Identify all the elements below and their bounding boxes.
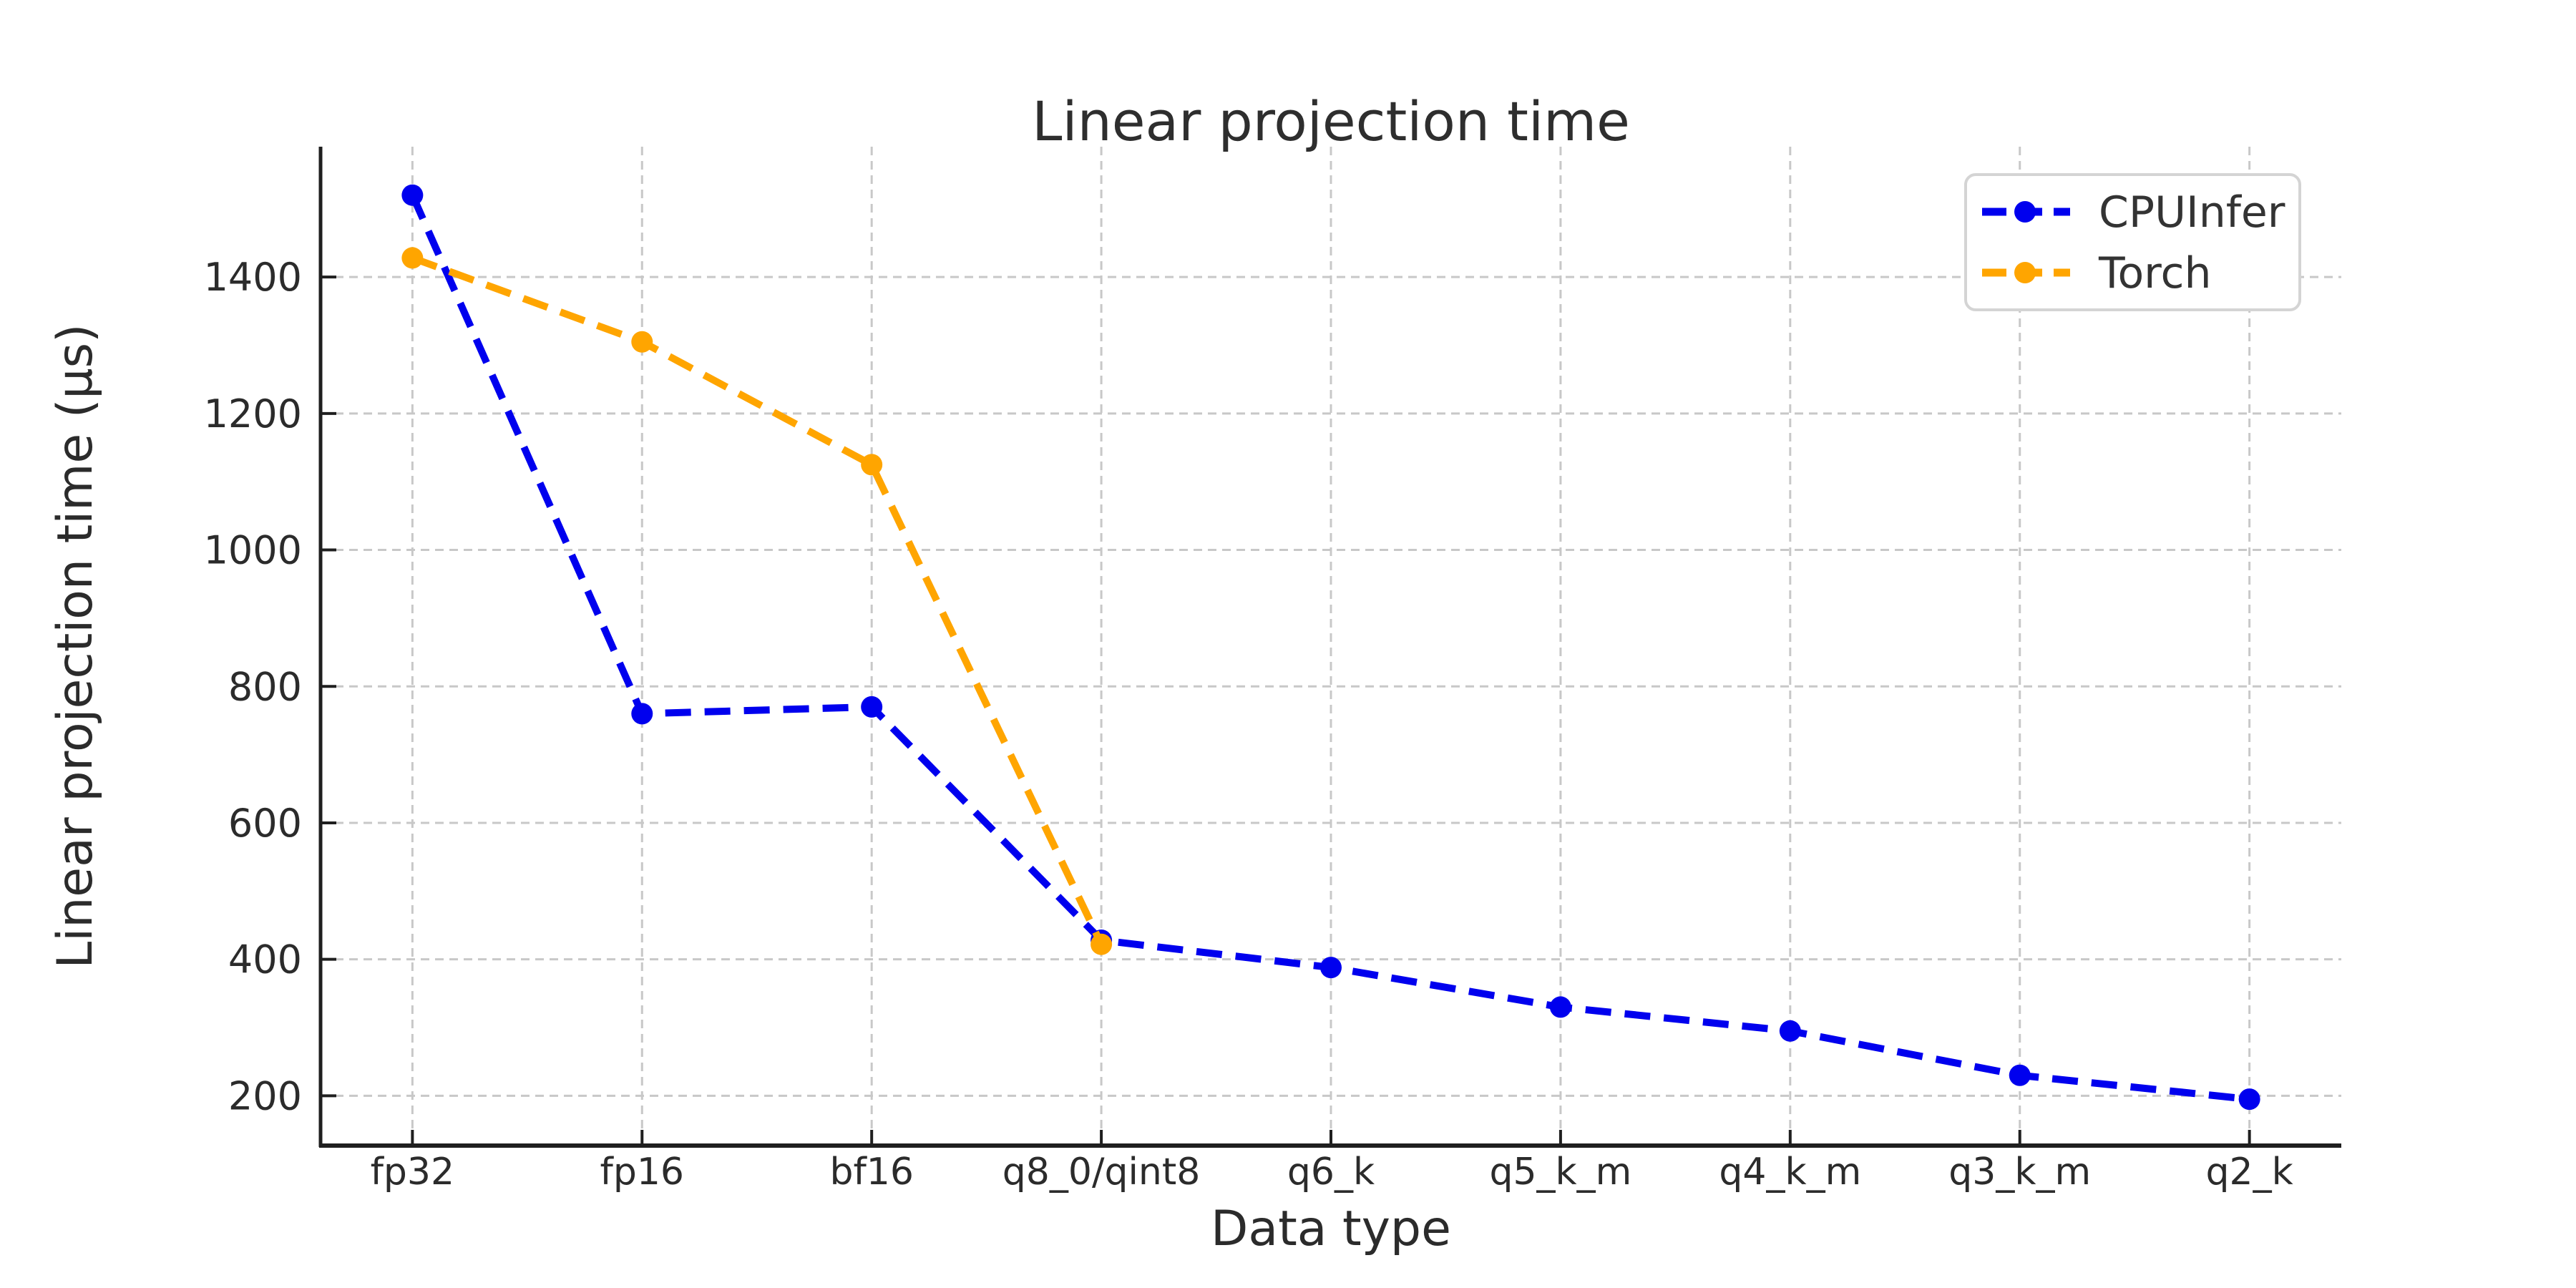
data-point-CPUInfer	[401, 184, 424, 206]
data-point-Torch	[401, 247, 424, 269]
legend-marker	[2014, 201, 2036, 223]
legend-label: CPUInfer	[2099, 187, 2285, 238]
y-axis-label: Linear projection time (µs)	[47, 323, 104, 968]
legend-box	[1964, 173, 2301, 311]
x-tick-label: q2_k	[2206, 1151, 2293, 1194]
y-tick-label: 1000	[204, 528, 302, 573]
data-point-CPUInfer	[2238, 1088, 2260, 1111]
x-axis-label: Data type	[1211, 1201, 1451, 1257]
axes	[318, 147, 2341, 1148]
data-point-CPUInfer	[1779, 1020, 1801, 1042]
y-tick-label: 1400	[204, 255, 302, 300]
x-tick-label: q8_0/qint8	[1002, 1151, 1201, 1194]
x-tick-label: q5_k_m	[1489, 1151, 1631, 1194]
x-tick-label: fp32	[371, 1151, 454, 1194]
x-tick-label: fp16	[600, 1151, 684, 1194]
chart-title: Linear projection time	[1032, 89, 1630, 153]
y-tick-label: 200	[228, 1073, 302, 1118]
y-tick-label: 400	[228, 937, 302, 982]
x-tick-label: q3_k_m	[1948, 1151, 2091, 1194]
legend-marker	[2014, 262, 2036, 283]
data-point-CPUInfer	[631, 703, 653, 725]
data-point-Torch	[1091, 933, 1113, 955]
data-point-CPUInfer	[1320, 957, 1342, 979]
legend: CPUInfer Torch	[1964, 173, 2301, 311]
data-point-Torch	[631, 331, 653, 353]
x-tick-label: bf16	[829, 1151, 913, 1194]
legend-label: Torch	[2098, 248, 2212, 298]
x-tick-label: q4_k_m	[1719, 1151, 1861, 1194]
data-point-CPUInfer	[861, 696, 883, 718]
data-point-CPUInfer	[1549, 996, 1571, 1018]
y-tick-label: 600	[228, 801, 302, 846]
data-point-CPUInfer	[2009, 1064, 2031, 1086]
data-series	[401, 184, 2260, 1111]
data-point-Torch	[861, 454, 883, 476]
y-tick-label: 800	[228, 664, 302, 709]
series-line-Torch	[411, 254, 1105, 946]
y-tick-label: 1200	[204, 391, 302, 436]
x-tick-label: q6_k	[1287, 1151, 1375, 1194]
tick-labels: fp32 fp16 bf16 q8_0/qint8 q6_k q5_k_m q4_k_m q3…	[204, 255, 2293, 1194]
